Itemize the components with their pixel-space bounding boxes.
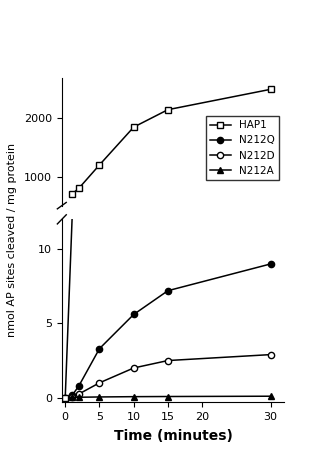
X-axis label: Time (minutes): Time (minutes) — [114, 429, 232, 443]
Legend: HAP1, N212Q, N212D, N212A: HAP1, N212Q, N212D, N212A — [206, 116, 279, 180]
Text: nmol AP sites cleaved / mg protein: nmol AP sites cleaved / mg protein — [7, 143, 17, 337]
